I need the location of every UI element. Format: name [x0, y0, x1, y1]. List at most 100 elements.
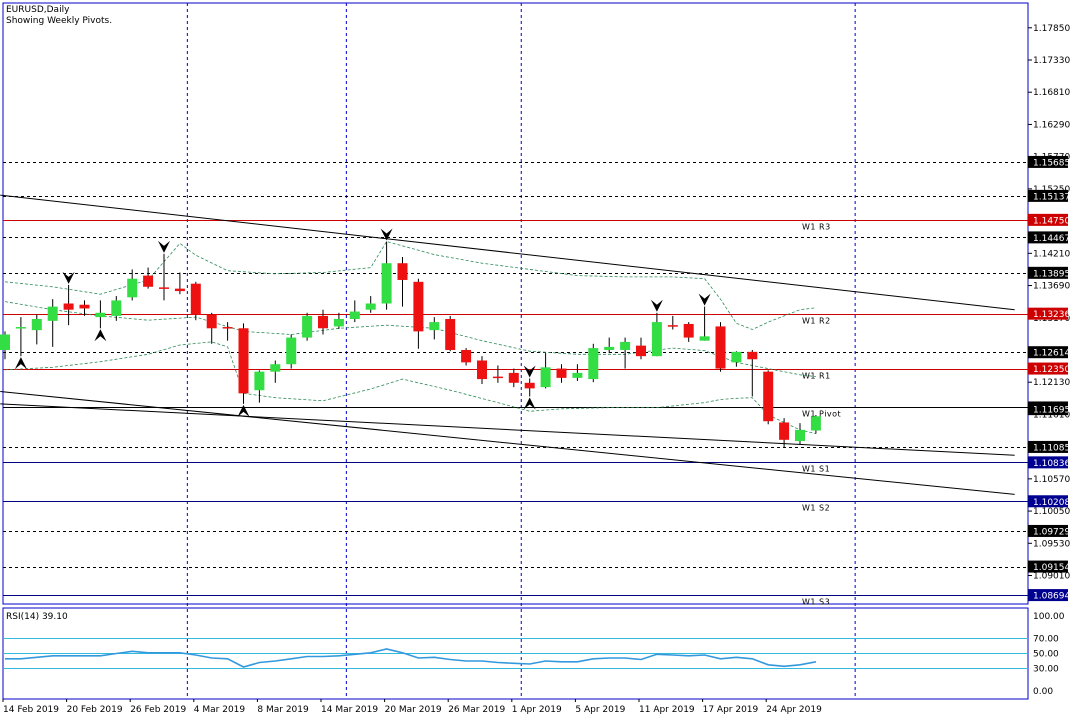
fractal-down-2 [237, 404, 250, 417]
candle-17 [270, 360, 281, 383]
price-box-label-7: 1.12350 [1033, 365, 1070, 375]
candle-51 [810, 415, 821, 434]
price-box-label-6: 1.12614 [1033, 349, 1070, 359]
candle-body-36 [572, 372, 583, 378]
chart-symbol-title: EURUSD,Daily [6, 5, 70, 15]
candle-body-18 [286, 337, 297, 365]
rsi-tick-label-3: 30.00 [1033, 665, 1059, 675]
candle-body-30 [477, 360, 487, 380]
candle-body-13 [206, 314, 217, 329]
fractal-up-2 [380, 228, 393, 241]
candle-body-43 [683, 323, 694, 338]
fractal-down-1 [94, 329, 107, 342]
x-tick-label-6: 20 Mar 2019 [385, 705, 442, 715]
chart-subtitle: Showing Weekly Pivots. [6, 16, 113, 26]
candle-body-48 [763, 371, 774, 422]
candle-body-39 [620, 341, 631, 350]
candle-28 [445, 315, 456, 352]
y-tick-label-5: 1.15250 [1033, 185, 1070, 195]
pivot-label-6: W1 S3 [802, 598, 830, 607]
trendline-0 [0, 194, 1015, 311]
price-box-15 [1028, 589, 1068, 602]
price-box-label-5: 1.13236 [1033, 310, 1070, 320]
candle-body-42 [667, 325, 678, 327]
fractal-down-3 [523, 397, 536, 410]
candle-body-11 [174, 288, 185, 292]
price-box-12 [1028, 495, 1068, 508]
candle-16 [254, 370, 265, 403]
rsi-tick-label-0: 100.00 [1033, 612, 1065, 622]
x-tick-label-2: 26 Feb 2019 [130, 705, 186, 715]
candle-body-12 [190, 283, 201, 315]
pivot-label-1: W1 R2 [802, 317, 831, 326]
pivot-label-2: W1 R1 [802, 372, 831, 381]
price-box-9 [1028, 403, 1068, 416]
candle-24 [381, 241, 392, 310]
price-box-label-2: 1.14750 [1033, 216, 1070, 226]
candle-body-9 [143, 275, 154, 287]
candle-body-29 [461, 349, 472, 363]
price-box-label-4: 1.13895 [1033, 269, 1070, 279]
candle-body-45 [715, 326, 726, 369]
candle-body-50 [795, 429, 805, 442]
candle-33 [524, 378, 535, 397]
candle-48 [763, 370, 774, 425]
candle-2 [31, 314, 42, 345]
price-box-label-14: 1.09154 [1033, 563, 1070, 573]
candle-18 [286, 334, 297, 369]
candle-39 [620, 337, 631, 369]
trendline-2 [0, 403, 1015, 456]
y-tick-label-1: 1.17330 [1033, 56, 1070, 66]
candle-44 [699, 306, 710, 341]
rsi-tick-label-4: 0.00 [1033, 687, 1053, 697]
candle-body-4 [63, 303, 74, 310]
candle-body-33 [524, 382, 535, 389]
fractal-up-4 [650, 299, 663, 312]
y-tick-label-11: 1.10570 [1033, 475, 1070, 485]
candle-36 [572, 364, 583, 381]
candle-3 [47, 299, 58, 347]
candle-body-51 [810, 416, 821, 431]
candle-25 [397, 257, 408, 307]
candle-9 [143, 267, 154, 289]
pivot-label-5: W1 S2 [802, 504, 830, 513]
price-box-7 [1028, 362, 1068, 375]
price-box-1 [1028, 189, 1068, 202]
price-box-label-10: 1.11085 [1033, 443, 1070, 453]
candle-32 [508, 368, 519, 388]
candle-body-1 [15, 327, 26, 329]
candle-35 [556, 364, 567, 383]
candle-1 [15, 317, 26, 357]
candle-body-32 [508, 372, 519, 383]
candle-body-27 [429, 322, 440, 331]
candle-body-6 [95, 312, 106, 318]
candle-0 [0, 331, 10, 360]
y-tick-label-10: 1.11610 [1033, 410, 1070, 420]
candle-45 [715, 322, 726, 372]
candle-10 [159, 253, 169, 301]
candle-50 [795, 423, 805, 445]
candle-body-49 [779, 422, 790, 440]
candle-body-41 [651, 322, 662, 357]
rsi-tick-label-1: 70.00 [1033, 635, 1059, 645]
x-tick-label-3: 4 Mar 2019 [194, 705, 246, 715]
candle-body-2 [31, 318, 42, 331]
price-box-0 [1028, 155, 1068, 168]
y-tick-label-3: 1.16290 [1033, 120, 1070, 130]
pivot-label-3: W1 Pivot [802, 410, 841, 419]
candle-body-24 [381, 263, 392, 304]
fractal-up-3 [523, 365, 536, 378]
candle-23 [365, 296, 376, 313]
candle-body-47 [747, 351, 758, 360]
x-tick-label-4: 8 Mar 2019 [257, 705, 309, 715]
fractal-up-1 [158, 240, 170, 253]
candle-body-0 [0, 334, 10, 350]
candle-26 [413, 278, 424, 349]
x-tick-label-1: 20 Feb 2019 [67, 705, 123, 715]
price-box-label-12: 1.10208 [1033, 498, 1070, 508]
candle-42 [667, 315, 678, 330]
price-box-14 [1028, 560, 1068, 573]
candle-34 [540, 353, 551, 389]
